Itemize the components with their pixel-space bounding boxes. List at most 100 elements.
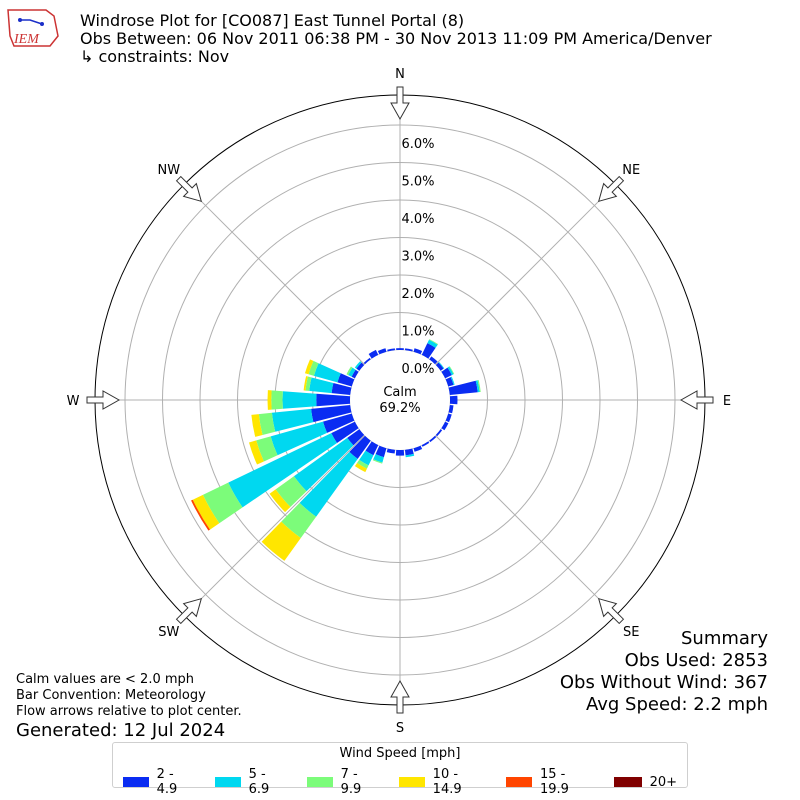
legend-swatch bbox=[307, 777, 333, 787]
flow-arrow-note: Flow arrows relative to plot center. bbox=[16, 704, 242, 719]
bar-segment bbox=[372, 459, 383, 464]
flow-arrow-icon bbox=[679, 390, 714, 410]
bar-segment bbox=[448, 404, 454, 414]
calm-label: Calm bbox=[383, 385, 416, 400]
bar-segment bbox=[405, 453, 415, 458]
radial-tick-label: 5.0% bbox=[401, 175, 434, 190]
legend-title: Wind Speed [mph] bbox=[339, 746, 461, 761]
legend-item: 5 - 6.9 bbox=[215, 767, 287, 797]
grid-spoke bbox=[183, 183, 365, 365]
bar-segment bbox=[228, 433, 338, 508]
notes-block: Calm values are < 2.0 mph Bar Convention… bbox=[16, 672, 242, 720]
bar-segment bbox=[311, 404, 352, 423]
radial-tick-label: 3.0% bbox=[401, 250, 434, 265]
bar-segment bbox=[348, 367, 356, 377]
generated-date: Generated: 12 Jul 2024 bbox=[16, 720, 226, 741]
bar-segment bbox=[305, 376, 312, 391]
bar-segment bbox=[281, 502, 317, 539]
legend-label: 15 - 19.9 bbox=[539, 767, 569, 797]
bar-segment bbox=[447, 366, 454, 376]
bar-segment bbox=[449, 366, 455, 375]
legend-item: 15 - 19.9 bbox=[506, 767, 593, 797]
bar-segment bbox=[303, 376, 308, 391]
bar-segment bbox=[429, 435, 437, 443]
bar-segment bbox=[375, 445, 387, 458]
bar-segment bbox=[368, 349, 379, 359]
bar-segment bbox=[293, 437, 354, 492]
summary-block: Summary Obs Used: 2853 Obs Without Wind:… bbox=[560, 628, 768, 716]
legend-swatch bbox=[215, 777, 241, 787]
direction-label: NE bbox=[622, 163, 640, 178]
grid-spoke bbox=[435, 183, 617, 365]
obs-without-wind: Obs Without Wind: 367 bbox=[559, 672, 768, 693]
bar-segment bbox=[365, 441, 379, 456]
legend-swatch bbox=[506, 777, 532, 787]
bar-segment bbox=[267, 390, 272, 410]
bar-segment bbox=[429, 356, 438, 365]
legend-item: 20+ bbox=[613, 767, 677, 797]
bar-segment bbox=[438, 361, 445, 369]
bar-segment bbox=[359, 450, 374, 466]
bar-segment bbox=[413, 445, 423, 452]
bar-segment bbox=[387, 348, 396, 352]
flow-arrow-icon bbox=[175, 175, 203, 203]
bar-segment bbox=[354, 361, 362, 369]
iem-logo: IEM bbox=[7, 9, 59, 47]
bar-segment bbox=[347, 429, 365, 446]
bar-segment bbox=[395, 449, 405, 456]
bar-segment bbox=[404, 448, 414, 456]
bar-segment bbox=[363, 357, 371, 365]
radial-tick-label: 6.0% bbox=[401, 137, 434, 152]
direction-label: S bbox=[396, 721, 404, 736]
flow-arrow-icon bbox=[86, 390, 121, 410]
bar-segment bbox=[357, 459, 369, 469]
bar-segment bbox=[261, 521, 301, 561]
bar-segment bbox=[282, 391, 317, 409]
bar-segment bbox=[475, 380, 480, 393]
summary-title: Summary bbox=[681, 628, 768, 649]
direction-label: W bbox=[67, 394, 80, 409]
logo-text: IEM bbox=[13, 32, 40, 47]
bar-segment bbox=[351, 369, 359, 379]
bar-segment bbox=[356, 362, 365, 371]
bar-segment bbox=[316, 393, 351, 407]
bar-segment bbox=[404, 348, 413, 352]
bar-segment bbox=[386, 448, 396, 454]
bar-segment bbox=[429, 339, 439, 345]
calm-value: 69.2% bbox=[379, 401, 420, 416]
bar-segment bbox=[435, 362, 444, 371]
bar-segment bbox=[477, 379, 481, 393]
bar-segment bbox=[354, 462, 367, 473]
constraints: ↳ constraints: Nov bbox=[80, 47, 230, 66]
bar-segment bbox=[308, 360, 319, 376]
flow-arrow-icon bbox=[390, 86, 410, 121]
bar-segment bbox=[421, 441, 430, 447]
chart-title: Windrose Plot for [CO087] East Tunnel Po… bbox=[80, 11, 465, 30]
legend-label: 2 - 4.9 bbox=[156, 767, 178, 797]
radial-tick-label: 4.0% bbox=[401, 212, 434, 227]
bar-segment bbox=[202, 482, 243, 524]
bar-segment bbox=[322, 413, 355, 433]
direction-label: N bbox=[395, 67, 405, 82]
legend-swatch bbox=[613, 777, 642, 787]
bar-segment bbox=[441, 367, 452, 379]
radial-tick-label: 0.0% bbox=[401, 362, 434, 377]
grid-spoke bbox=[183, 435, 365, 617]
radial-tick-label: 1.0% bbox=[401, 325, 434, 340]
flow-arrow-icon bbox=[597, 175, 625, 203]
bar-segment bbox=[373, 454, 384, 463]
bar-segment bbox=[269, 489, 291, 513]
calm-circle bbox=[350, 350, 450, 450]
bar-segment bbox=[299, 451, 358, 517]
bar-segment bbox=[377, 348, 387, 355]
grid-spoke bbox=[435, 435, 617, 617]
bar-segment bbox=[396, 348, 404, 351]
legend-label: 7 - 9.9 bbox=[340, 767, 362, 797]
bar-segment bbox=[275, 476, 307, 507]
bar-segment bbox=[304, 359, 314, 375]
bar-segment bbox=[421, 343, 436, 359]
bar-segment bbox=[192, 494, 220, 530]
avg-speed: Avg Speed: 2.2 mph bbox=[586, 694, 768, 715]
flow-arrow-icon bbox=[390, 679, 410, 714]
bar-segment bbox=[449, 395, 458, 405]
